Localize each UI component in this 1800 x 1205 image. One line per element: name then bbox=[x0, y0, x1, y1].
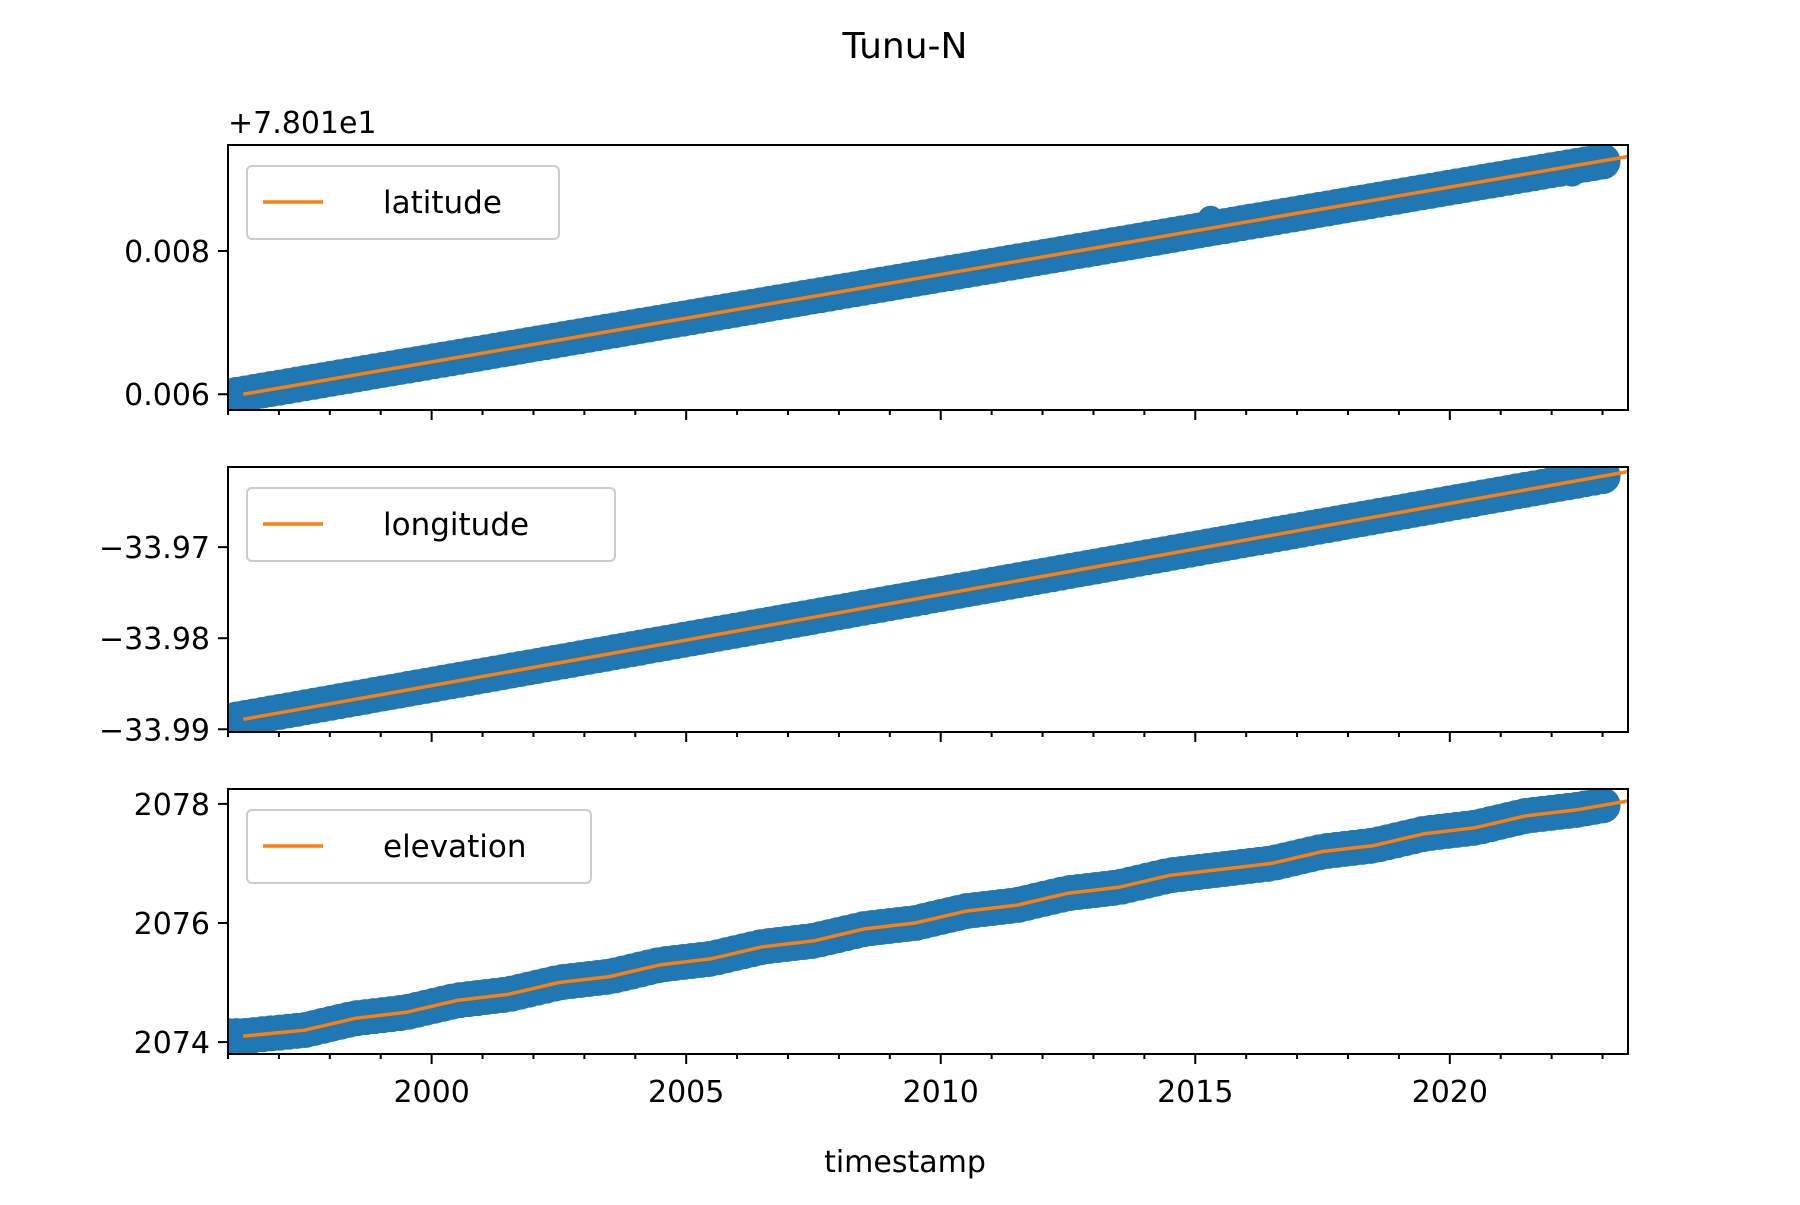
y-offset-text: +7.801e1 bbox=[228, 106, 377, 141]
y-tick-label: 0.006 bbox=[124, 378, 210, 413]
outlier-point bbox=[1049, 243, 1076, 270]
y-tick-label: 2074 bbox=[134, 1026, 210, 1061]
panel-data bbox=[228, 467, 1628, 732]
fit-line-longitude bbox=[242, 469, 1628, 722]
legend-label: latitude bbox=[383, 185, 502, 221]
fit-line-latitude bbox=[243, 154, 1628, 396]
y-tick-label: −33.99 bbox=[99, 713, 210, 748]
panel-data bbox=[228, 789, 1628, 1054]
chart-title: Tunu-N bbox=[842, 26, 968, 67]
panels-group: 0.0060.008+7.801e1latitude−33.99−33.98−3… bbox=[99, 106, 1629, 1110]
legend-box bbox=[246, 165, 560, 240]
legend-label: elevation bbox=[383, 829, 526, 865]
y-tick-label: 0.008 bbox=[124, 235, 210, 270]
plot-frame bbox=[227, 466, 1629, 733]
y-tick-label: −33.98 bbox=[99, 622, 210, 657]
y-tick-label: 2078 bbox=[134, 788, 210, 823]
plot-frame bbox=[227, 144, 1629, 411]
panel-latitude: 0.006 0.008 +7.801e1 latitude bbox=[124, 106, 1629, 420]
legend-box bbox=[246, 487, 616, 562]
plot-frame bbox=[227, 788, 1629, 1055]
panel-longitude: −33.99 −33.98 −33.97 longitude bbox=[99, 466, 1629, 748]
legend-label: longitude bbox=[383, 507, 529, 543]
x-axis-label: timestamp bbox=[824, 1145, 986, 1180]
panel-elevation: 2074 2076 2078 2000 2005 2010 2015 2020 elevatio… bbox=[134, 788, 1629, 1110]
y-tick-label: −33.97 bbox=[99, 531, 210, 566]
panel-data bbox=[228, 145, 1628, 410]
x-tick-label: 2005 bbox=[648, 1075, 724, 1110]
legend-box bbox=[246, 809, 592, 884]
x-tick-label: 2010 bbox=[903, 1075, 979, 1110]
y-tick-label: 2076 bbox=[134, 907, 210, 942]
fit-line-elevation bbox=[243, 799, 1628, 1038]
outlier-point bbox=[999, 254, 1025, 281]
x-tick-label: 2020 bbox=[1412, 1075, 1488, 1110]
x-tick-label: 2000 bbox=[393, 1075, 469, 1110]
x-tick-label: 2015 bbox=[1157, 1075, 1233, 1110]
